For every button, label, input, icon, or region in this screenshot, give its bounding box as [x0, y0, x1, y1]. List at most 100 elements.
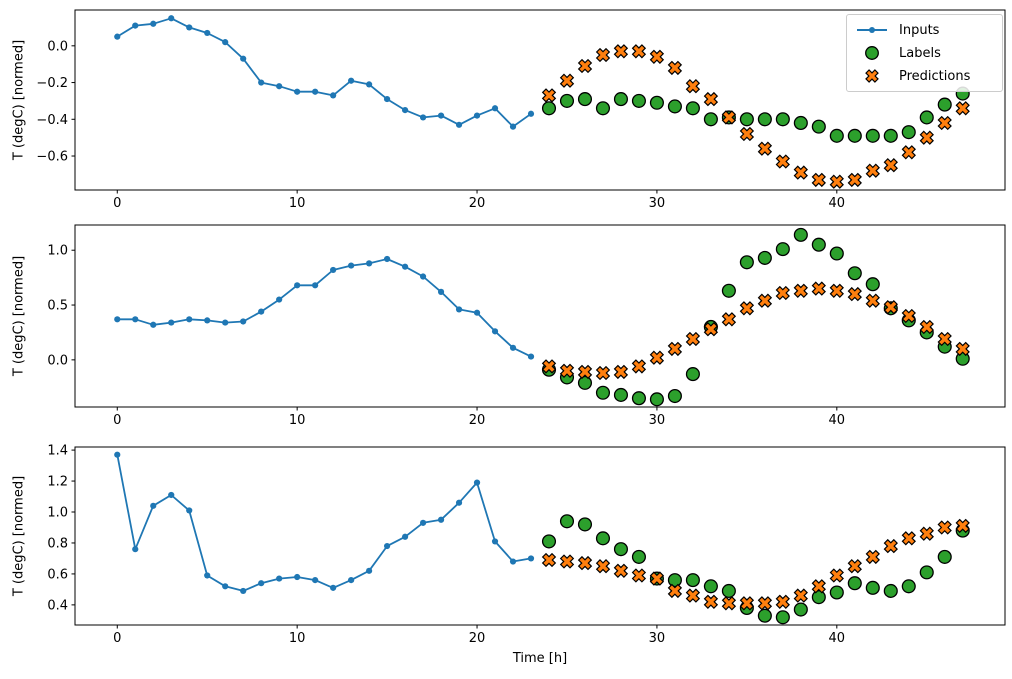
inputs-point [473, 309, 481, 316]
predictions-point [793, 283, 808, 298]
predictions-point [559, 554, 575, 569]
x-tick-label: 0 [113, 196, 121, 211]
labels-point [667, 99, 682, 114]
predictions-point [775, 154, 790, 169]
labels-point [739, 112, 754, 127]
x-tick-label: 0 [113, 631, 121, 646]
predictions-point [757, 141, 773, 156]
inputs-point [401, 533, 409, 540]
labels-point [703, 112, 718, 127]
predictions-point [793, 165, 808, 180]
labels-point [901, 579, 916, 594]
predictions-point [919, 319, 934, 335]
y-tick-label: 0.6 [47, 567, 68, 582]
labels-point [775, 610, 790, 625]
inputs-point [401, 263, 409, 270]
labels-point [883, 583, 898, 598]
xlabel-time: Time [h] [512, 651, 568, 666]
predictions-point [955, 101, 970, 116]
inputs-point [240, 55, 247, 62]
labels-point [541, 534, 557, 549]
predictions-point [829, 174, 844, 189]
labels-point [757, 112, 772, 127]
labels-point [685, 367, 700, 382]
inputs-point [150, 20, 157, 27]
inputs-point [419, 519, 427, 526]
predictions-point [847, 286, 862, 302]
predictions-point [667, 341, 683, 357]
y-tick-label: 0.5 [47, 299, 68, 314]
labels-point [577, 517, 593, 532]
labels-point [577, 375, 593, 390]
inputs-line-dot-icon [857, 27, 887, 33]
labels-point [793, 602, 808, 617]
inputs-point [366, 260, 373, 267]
x-tick-label: 40 [829, 413, 846, 428]
series-labels [541, 86, 970, 143]
labels-point [829, 585, 844, 600]
labels-point [757, 608, 772, 623]
labels-point [613, 387, 628, 402]
inputs-point [222, 319, 229, 326]
predictions-point [577, 58, 593, 74]
predictions-point [847, 559, 862, 574]
labels-point [685, 101, 700, 116]
labels-point [667, 573, 682, 588]
inputs-point [204, 317, 211, 324]
inputs-point [258, 79, 265, 86]
inputs-point [204, 572, 211, 579]
predictions-point [595, 47, 611, 63]
inputs-point [509, 558, 517, 565]
predictions-point [649, 49, 665, 64]
predictions-point [883, 538, 898, 554]
inputs-point [383, 95, 391, 103]
inputs-point [150, 321, 157, 328]
labels-point [739, 255, 754, 270]
predictions-point [937, 115, 952, 131]
labels-point [865, 580, 880, 595]
predictions-point [883, 158, 898, 173]
ylabel-subplot-3: T (degC) [normed] [11, 475, 27, 597]
inputs-point [348, 262, 355, 269]
legend-label-labels: Labels [899, 45, 941, 61]
x-tick-label: 20 [469, 413, 486, 428]
inputs-point [491, 105, 499, 112]
predictions-point [865, 549, 880, 565]
predictions-point [721, 312, 737, 327]
inputs-point [348, 77, 355, 84]
x-tick-label: 0 [113, 413, 121, 428]
labels-point [595, 531, 611, 546]
labels-point [649, 392, 664, 407]
inputs-point [114, 316, 121, 323]
predictions-point [667, 60, 683, 76]
legend-label-predictions: Predictions [899, 68, 971, 84]
predictions-point [703, 91, 719, 107]
predictions-point [703, 322, 719, 337]
axes-frame [74, 224, 1006, 408]
predictions-point [811, 579, 826, 594]
labels-point [559, 514, 575, 529]
predictions-point [631, 44, 647, 59]
inputs-point [204, 29, 211, 37]
x-tick-label: 10 [289, 196, 306, 211]
inputs-point [527, 353, 535, 360]
labels-point [757, 250, 772, 265]
inputs-point [222, 39, 229, 46]
labels-point [793, 115, 808, 131]
x-tick-label: 40 [829, 631, 846, 646]
inputs-point [527, 110, 535, 117]
legend-entry-labels: Labels [854, 43, 995, 63]
inputs-point [168, 319, 175, 326]
inputs-point [240, 587, 247, 595]
predictions-point [757, 596, 773, 611]
predictions-point [703, 594, 719, 609]
axes-frame [74, 9, 1006, 191]
labels-point [865, 128, 880, 143]
y-tick-label: 0.0 [47, 39, 68, 54]
labels-point [829, 128, 844, 143]
x-tick-label: 20 [469, 631, 486, 646]
predictions-point [631, 359, 647, 374]
labels-point [649, 95, 664, 110]
inputs-point [294, 573, 301, 581]
labels-point [541, 101, 557, 116]
